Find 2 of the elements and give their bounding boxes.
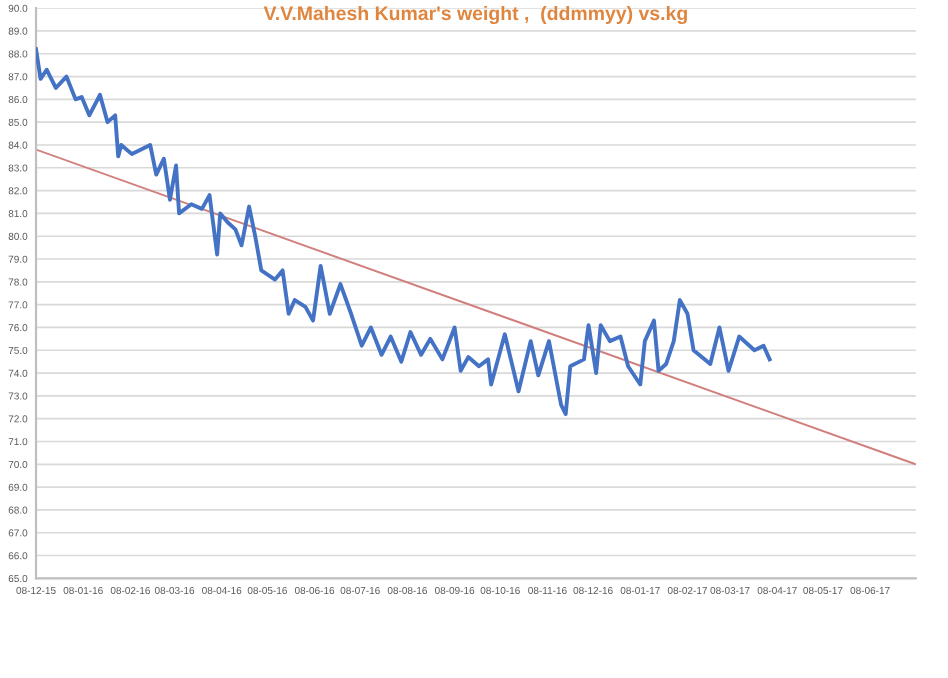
- line-series: [36, 47, 772, 417]
- chart-title: V.V.Mahesh Kumar's weight , (ddmmyy) vs.kg: [263, 5, 687, 25]
